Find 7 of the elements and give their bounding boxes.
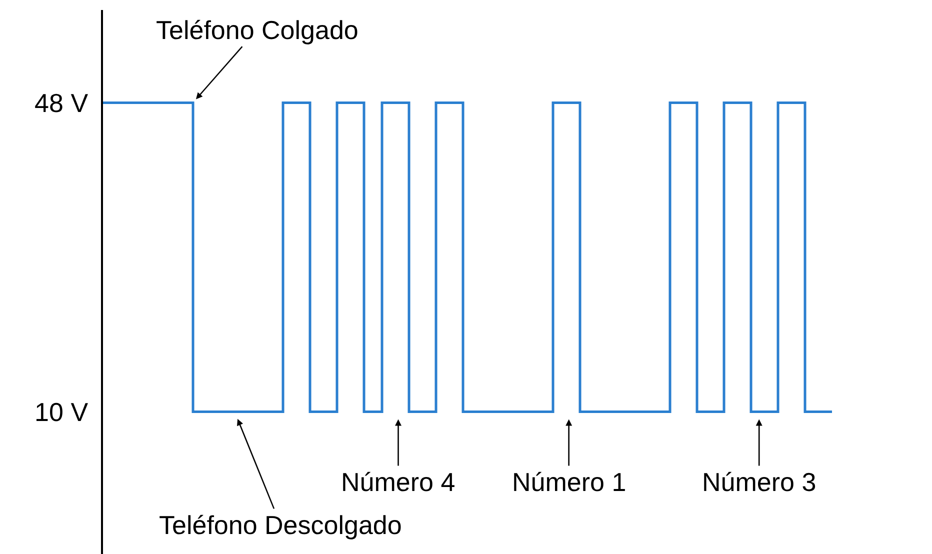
annotation: Teléfono Descolgado [159,510,402,540]
annotation: Teléfono Colgado [156,15,358,45]
annotation: Número 1 [512,467,626,497]
annotation: Número 3 [702,467,816,497]
y-tick-label: 10 V [34,396,89,427]
y-tick-label: 48 V [34,88,89,118]
annotation: Número 4 [341,467,456,497]
